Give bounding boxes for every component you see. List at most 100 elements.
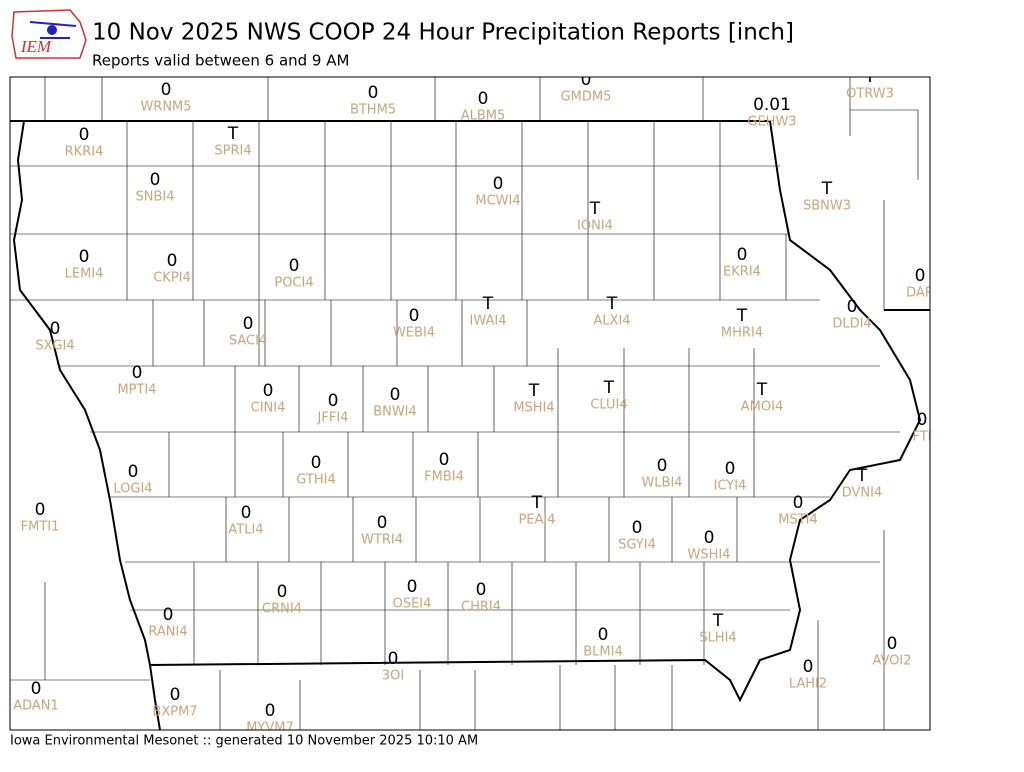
station-value: T bbox=[756, 380, 768, 400]
station-value: 0 bbox=[311, 453, 322, 473]
station-id: MSTI4 bbox=[778, 513, 818, 528]
station-value: T bbox=[821, 179, 833, 199]
station-id: BNWI4 bbox=[373, 405, 417, 420]
station-id: DAR bbox=[906, 286, 934, 301]
station-value: 0 bbox=[657, 456, 668, 476]
station-value: 0 bbox=[407, 577, 418, 597]
station-id: JFFI4 bbox=[317, 411, 349, 426]
subtitle: Reports valid between 6 and 9 AM bbox=[92, 52, 349, 70]
station-id: PEAI4 bbox=[518, 513, 555, 528]
station-value: 0 bbox=[793, 493, 804, 513]
station-value: 0 bbox=[79, 125, 90, 145]
station-id: CRNI4 bbox=[262, 602, 302, 617]
station-id: MPTI4 bbox=[117, 383, 156, 398]
station-id: 3OI bbox=[382, 669, 404, 684]
station-id: WEBI4 bbox=[393, 326, 435, 341]
station-id: EKRI4 bbox=[723, 265, 761, 280]
station-id: WSHI4 bbox=[688, 548, 731, 563]
station-id: BXPM7 bbox=[152, 705, 197, 720]
station-value: 0 bbox=[132, 363, 143, 383]
station-id: WRNM5 bbox=[140, 100, 191, 115]
station-value: 0 bbox=[917, 410, 928, 430]
station-id: ICYI4 bbox=[714, 479, 747, 494]
station-value: 0 bbox=[170, 685, 181, 705]
station-id: RANI4 bbox=[148, 625, 187, 640]
station-value: 0 bbox=[598, 625, 609, 645]
station-value: 0 bbox=[476, 580, 487, 600]
station-value: T bbox=[531, 493, 543, 513]
station-value: 0 bbox=[50, 319, 61, 339]
station-id: CINI4 bbox=[251, 401, 286, 416]
station-value: T bbox=[736, 306, 748, 326]
station-value: 0 bbox=[803, 657, 814, 677]
station-value: 0 bbox=[241, 503, 252, 523]
station-id: SGYI4 bbox=[618, 538, 656, 553]
station-id: ATLI4 bbox=[228, 523, 263, 538]
station-id: FTI bbox=[912, 430, 931, 445]
station-id: MYVM7 bbox=[246, 721, 294, 736]
station-id: AMOI4 bbox=[741, 400, 783, 415]
station-value: 0 bbox=[161, 80, 172, 100]
station-value: 0 bbox=[388, 649, 399, 669]
station-id: SPRI4 bbox=[214, 144, 251, 159]
station-value: T bbox=[528, 381, 540, 401]
station-value: 0 bbox=[167, 251, 178, 271]
station-value: T bbox=[606, 294, 618, 314]
station-value: 0 bbox=[163, 605, 174, 625]
station-id: SXGI4 bbox=[35, 339, 74, 354]
station-id: DVNI4 bbox=[842, 486, 883, 501]
station-value: 0 bbox=[915, 266, 926, 286]
logo-text: IEM bbox=[20, 37, 52, 56]
station-id: IONI4 bbox=[577, 219, 613, 234]
station-id: IWAI4 bbox=[470, 314, 507, 329]
station-value: 0 bbox=[704, 528, 715, 548]
station-value: 0 bbox=[478, 89, 489, 109]
footer: Iowa Environmental Mesonet :: generated … bbox=[10, 734, 478, 749]
station-id: CLUI4 bbox=[590, 398, 627, 413]
station-value: 0 bbox=[581, 70, 592, 90]
station-id: GMDM5 bbox=[561, 90, 612, 105]
station-value: 0 bbox=[128, 462, 139, 482]
station-id: LEMI4 bbox=[65, 267, 104, 282]
station-id: AVOI2 bbox=[872, 654, 911, 669]
station-id: ALXI4 bbox=[593, 314, 630, 329]
station-value: 0.01 bbox=[753, 95, 791, 115]
station-value: 0 bbox=[263, 381, 274, 401]
station-id: GTHI4 bbox=[296, 473, 335, 488]
station-id: LAHI2 bbox=[789, 677, 827, 692]
station-id: ADAN1 bbox=[13, 699, 59, 714]
station-id: FMBI4 bbox=[424, 470, 464, 485]
station-value: T bbox=[589, 199, 601, 219]
logo: IEM bbox=[11, 9, 87, 59]
station-id: WTRI4 bbox=[361, 533, 403, 548]
station-value: 0 bbox=[409, 306, 420, 326]
station-id: LOGI4 bbox=[113, 482, 152, 497]
station-value: 0 bbox=[150, 170, 161, 190]
station-id: OTRW3 bbox=[846, 87, 894, 102]
station-value: 0 bbox=[243, 314, 254, 334]
station-id: WLBI4 bbox=[641, 476, 682, 491]
station-id: CHRI4 bbox=[461, 600, 501, 615]
map-frame bbox=[9, 76, 931, 731]
station-value: 0 bbox=[277, 582, 288, 602]
station-value: 0 bbox=[847, 297, 858, 317]
title: 10 Nov 2025 NWS COOP 24 Hour Precipitati… bbox=[92, 20, 794, 46]
station-value: 0 bbox=[31, 679, 42, 699]
station-id: MHRI4 bbox=[721, 326, 763, 341]
station-id: SLHI4 bbox=[699, 631, 736, 646]
station-id: POCI4 bbox=[274, 276, 313, 291]
station-id: BTHM5 bbox=[350, 103, 396, 118]
station-id: SNBI4 bbox=[136, 190, 175, 205]
station-value: 0 bbox=[887, 634, 898, 654]
station-id: SBNW3 bbox=[803, 199, 851, 214]
station-value: T bbox=[856, 466, 868, 486]
station-value: 0 bbox=[79, 247, 90, 267]
station-id: FMTI1 bbox=[21, 520, 60, 535]
station-id: OSEI4 bbox=[393, 597, 432, 612]
station-value: 0 bbox=[328, 391, 339, 411]
station-value: T bbox=[864, 67, 876, 87]
station-value: T bbox=[712, 611, 724, 631]
